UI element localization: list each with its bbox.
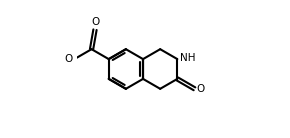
Text: O: O	[64, 54, 72, 64]
Text: O: O	[197, 84, 205, 94]
Text: NH: NH	[180, 53, 195, 63]
Text: O: O	[91, 17, 99, 27]
